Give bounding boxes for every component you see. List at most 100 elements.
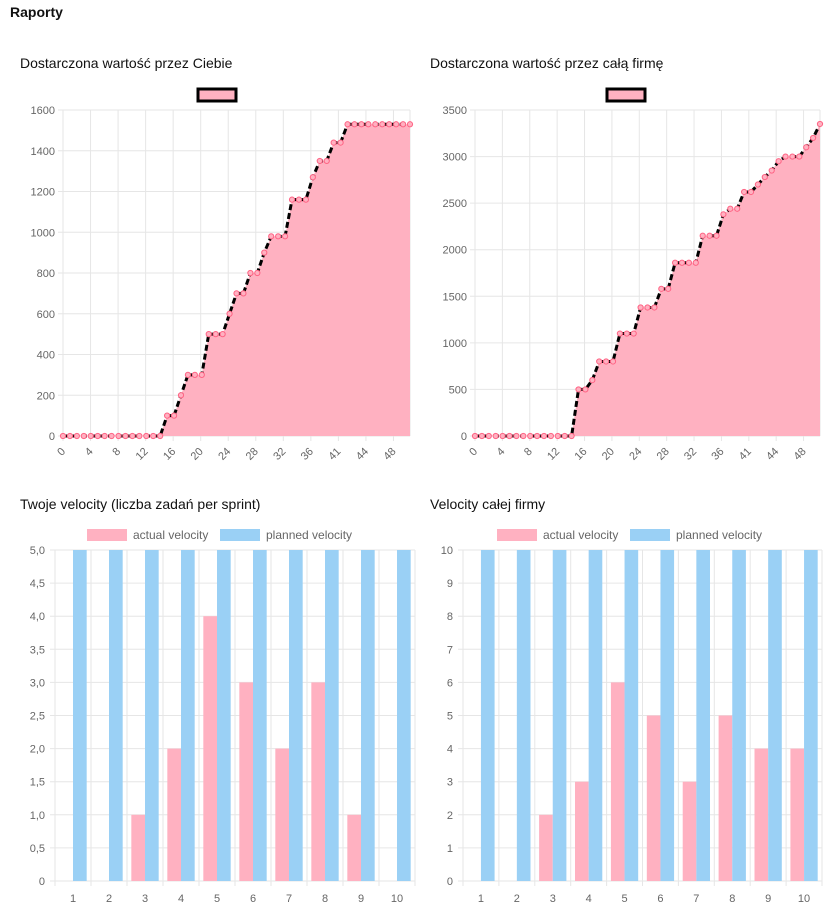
data-point (699, 232, 706, 239)
data-point (372, 121, 379, 128)
data-point (170, 412, 178, 419)
legend-swatch (605, 87, 647, 103)
data-point (727, 205, 734, 212)
x-tick-label: 2 (106, 893, 112, 905)
data-point (816, 120, 824, 128)
data-point (177, 392, 185, 399)
bar-planned (768, 550, 782, 881)
y-tick-label: 3,5 (30, 644, 45, 656)
bar-planned (289, 550, 303, 881)
y-tick-label: 1,5 (30, 777, 45, 789)
data-point (87, 432, 94, 440)
data-point (73, 432, 80, 440)
bar-actual (275, 748, 289, 881)
bar-actual (203, 616, 217, 881)
bar-planned (516, 550, 531, 881)
legend-label: actual velocity (133, 528, 208, 542)
bar-actual (167, 748, 181, 881)
bar-actual (610, 682, 625, 881)
y-tick-label: 2000 (443, 245, 467, 257)
bar-actual (754, 748, 769, 881)
data-point (630, 330, 637, 337)
data-point (775, 158, 782, 165)
y-tick-label: 2,5 (30, 711, 45, 723)
data-point (734, 205, 741, 212)
x-tick-label: 10 (391, 893, 403, 905)
data-point (789, 153, 796, 160)
data-point (115, 432, 122, 440)
bar-planned (696, 550, 710, 881)
data-point (136, 432, 143, 440)
data-point (796, 153, 803, 160)
y-tick-label: 0,5 (30, 843, 45, 855)
bar-planned (624, 550, 639, 881)
data-point (561, 432, 568, 440)
y-tick-label: 1200 (31, 187, 55, 199)
data-point (240, 290, 247, 297)
data-point (254, 269, 261, 277)
y-tick-label: 4,0 (30, 611, 45, 623)
bar-actual (575, 781, 589, 881)
bar-planned (732, 550, 746, 881)
bar-planned (660, 550, 675, 881)
data-point (94, 432, 101, 440)
data-point (351, 121, 358, 128)
data-point (678, 259, 686, 266)
data-point (651, 304, 658, 311)
y-tick-label: 200 (37, 390, 55, 402)
data-point (150, 432, 157, 440)
data-point (337, 139, 344, 146)
y-tick-label: 1,0 (30, 810, 45, 822)
x-tick-label: 7 (693, 893, 699, 905)
y-tick-label: 0 (49, 431, 55, 443)
x-tick-label: 3 (550, 893, 556, 905)
data-point (568, 432, 575, 440)
bar-actual (131, 814, 145, 881)
x-tick-label: 4 (586, 893, 592, 905)
y-tick-label: 3500 (443, 105, 467, 117)
data-point (554, 432, 561, 440)
data-point (122, 432, 129, 440)
data-point (665, 285, 672, 292)
data-point (226, 310, 233, 317)
y-tick-label: 3 (447, 777, 453, 789)
y-tick-label: 800 (37, 268, 55, 280)
data-point (288, 196, 296, 203)
data-point (393, 121, 400, 128)
y-tick-label: 4 (447, 744, 453, 756)
bar-actual (539, 814, 553, 881)
bar-actual (311, 682, 325, 881)
y-tick-label: 1000 (31, 227, 55, 239)
legend-label: planned velocity (676, 528, 762, 542)
data-point (80, 432, 87, 440)
data-point (157, 432, 164, 440)
bar-actual (347, 814, 361, 881)
data-point (720, 211, 727, 218)
bar-planned (253, 550, 267, 881)
data-point (281, 233, 289, 240)
data-point (547, 432, 555, 440)
legend-label: planned velocity (266, 528, 352, 542)
data-point (101, 432, 108, 440)
page-title: Raporty (10, 4, 63, 20)
chart-title-company-velocity: Velocity całej firmy (430, 496, 546, 512)
x-tick-label: 3 (142, 893, 148, 905)
data-point (309, 174, 316, 181)
bar-planned (145, 550, 159, 881)
legend-label: actual velocity (543, 528, 618, 542)
y-tick-label: 1500 (443, 291, 467, 303)
data-point (247, 269, 254, 277)
data-point (596, 358, 603, 365)
x-tick-label: 4 (178, 893, 184, 905)
data-point (747, 188, 755, 196)
bar-planned (181, 550, 195, 881)
y-tick-label: 4,5 (30, 578, 45, 590)
data-point (575, 386, 582, 393)
data-point (143, 432, 150, 440)
data-point (658, 285, 665, 292)
data-point (741, 188, 748, 196)
y-tick-label: 9 (447, 578, 453, 590)
data-point (59, 432, 67, 440)
data-point (685, 259, 693, 266)
data-point (66, 432, 74, 440)
